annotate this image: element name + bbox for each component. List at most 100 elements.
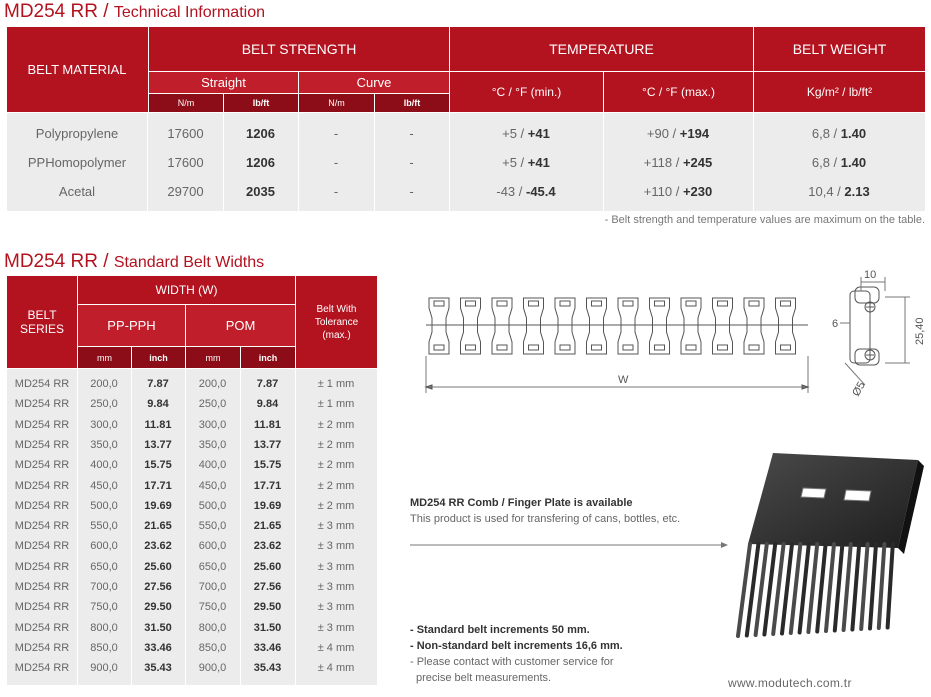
straight-nm-cell: 17600 <box>167 155 204 170</box>
material-cell: Polypropylene <box>35 126 119 141</box>
pom-inch-cell: 29.50 <box>253 601 282 614</box>
curve-nm-cell: - <box>333 155 339 170</box>
tolerance-cell: ± 2 mm <box>317 418 355 431</box>
pp-inch-cell: 27.56 <box>144 581 172 593</box>
series-cell: MD254 RR <box>14 621 70 634</box>
dim-10: 10 <box>864 269 876 281</box>
dim-6: 6 <box>832 318 838 330</box>
belt-link <box>523 297 544 355</box>
table-row: MD254 RR 450,0 17.71 450,0 17.71 ± 2 mm <box>7 476 377 496</box>
table-row: MD254 RR 800,0 31.50 800,0 31.50 ± 3 mm <box>7 618 377 638</box>
note-nonstandard: - Non-standard belt increments 16,6 mm. <box>410 640 623 652</box>
technical-table-body: Polypropylene 17600 1206 - - +5 / +41 +9… <box>7 113 925 211</box>
tolerance-cell: ± 4 mm <box>317 662 355 675</box>
pom-inch-cell: 23.62 <box>253 540 282 553</box>
comb-tooth <box>832 542 845 633</box>
header-tolerance: Belt With Tolerance (max.) <box>295 276 377 368</box>
weight-cell: 6,8 / 1.40 <box>811 126 867 141</box>
header-curve-nm: N/m <box>298 93 374 112</box>
pom-mm-cell: 800,0 <box>198 621 227 634</box>
header-straight: Straight <box>148 71 298 93</box>
belt-link-slot <box>433 300 445 307</box>
comb-teeth <box>736 542 895 638</box>
tolerance-cell: ± 3 mm <box>317 560 355 573</box>
table-row: MD254 RR 500,0 19.69 500,0 19.69 ± 2 mm <box>7 496 377 516</box>
note-contact: - Please contact with customer service f… <box>410 656 614 668</box>
table-row: Polypropylene 17600 1206 - - +5 / +41 +9… <box>7 119 925 148</box>
pp-mm-cell: 350,0 <box>90 438 118 451</box>
series-cell: MD254 RR <box>14 641 70 654</box>
series-cell: MD254 RR <box>14 418 70 431</box>
series-cell: MD254 RR <box>14 378 70 390</box>
pom-inch-cell: 11.81 <box>254 418 281 431</box>
pom-mm-cell: 450,0 <box>198 479 227 492</box>
title-main: MD254 RR / <box>4 251 109 272</box>
comb-tooth <box>824 542 836 633</box>
table-row: MD254 RR 400,0 15.75 400,0 15.75 ± 2 mm <box>7 455 377 475</box>
header-belt-series: BELT SERIES <box>19 308 64 336</box>
belt-link-slot <box>591 344 602 351</box>
temp-max-cell: +110 / +230 <box>643 184 713 199</box>
pp-mm-cell: 650,0 <box>90 560 118 573</box>
comb-tooth <box>736 542 752 638</box>
table-row: MD254 RR 850,0 33.46 850,0 33.46 ± 4 mm <box>7 638 377 658</box>
pom-inch-cell: 21.65 <box>253 520 282 533</box>
straight-lbft-cell: 1206 <box>246 155 275 170</box>
pp-inch-cell: 7.87 <box>147 378 169 390</box>
pom-mm-cell: 300,0 <box>198 418 227 431</box>
belt-link-slot <box>528 344 539 351</box>
header-weight-unit: Kg/m² / lb/ft² <box>753 71 925 112</box>
tolerance-cell: ± 3 mm <box>317 581 355 593</box>
technical-table-header: BELT MATERIAL BELT STRENGTH Straight Cur… <box>7 27 925 112</box>
pom-mm-cell: 200,0 <box>198 378 227 390</box>
pom-mm-cell: 350,0 <box>198 438 227 451</box>
tolerance-cell: ± 1 mm <box>317 398 355 411</box>
series-cell: MD254 RR <box>14 520 70 533</box>
pp-inch-cell: 17.71 <box>144 479 172 492</box>
pp-mm-cell: 200,0 <box>90 378 118 390</box>
section-title-technical: MD254 RR / Technical Information <box>4 1 265 23</box>
table-row: MD254 RR 650,0 25.60 650,0 25.60 ± 3 mm <box>7 557 377 577</box>
belt-link <box>712 297 733 355</box>
dim-25-40: 25,40 <box>914 317 926 345</box>
comb-tooth <box>806 542 820 634</box>
belt-link <box>428 297 450 355</box>
pom-inch-cell: 25.60 <box>253 560 282 573</box>
series-cell: MD254 RR <box>14 438 70 451</box>
belt-link-slot <box>717 300 728 307</box>
belt-diagram: W 10 6 25,40 Ø5 <box>424 269 926 399</box>
series-cell: MD254 RR <box>14 601 70 614</box>
header-temp-max: °C / °F (max.) <box>603 71 753 112</box>
straight-nm-cell: 29700 <box>167 184 204 199</box>
series-cell: MD254 RR <box>14 662 70 675</box>
belt-link-slot <box>685 344 697 351</box>
pp-inch-cell: 21.65 <box>144 520 172 533</box>
pp-mm-cell: 450,0 <box>90 479 118 492</box>
pp-mm-cell: 700,0 <box>90 581 118 593</box>
pom-inch-cell: 9.84 <box>256 398 279 411</box>
comb-tooth <box>815 542 828 634</box>
tolerance-cell: ± 2 mm <box>317 438 355 451</box>
header-belt-material: BELT MATERIAL <box>27 62 127 77</box>
belt-link-slot <box>591 300 602 307</box>
temp-min-cell: +5 / +41 <box>502 126 550 141</box>
belt-link <box>649 297 670 355</box>
table-row: MD254 RR 200,0 7.87 200,0 7.87 ± 1 mm <box>7 374 377 394</box>
belt-link-slot <box>654 344 665 351</box>
comb-tooth <box>841 542 853 632</box>
header-curve-lbft: lb/ft <box>374 93 449 112</box>
website-link[interactable]: www.modutech.com.tr <box>728 676 852 690</box>
pom-inch-cell: 19.69 <box>253 499 282 512</box>
straight-lbft-cell: 2035 <box>246 184 275 199</box>
tolerance-cell: ± 1 mm <box>317 378 355 390</box>
pp-inch-cell: 25.60 <box>144 560 172 573</box>
series-cell: MD254 RR <box>14 398 70 411</box>
pp-inch-cell: 11.81 <box>144 418 172 431</box>
belt-link <box>775 297 796 355</box>
comb-tooth <box>876 542 887 630</box>
curve-lbft-cell: - <box>409 126 414 141</box>
temp-max-cell: +118 / +245 <box>643 155 713 170</box>
pp-inch-cell: 13.77 <box>144 438 172 451</box>
series-cell: MD254 RR <box>14 540 70 553</box>
comb-info: MD254 RR Comb / Finger Plate is availabl… <box>410 497 680 525</box>
